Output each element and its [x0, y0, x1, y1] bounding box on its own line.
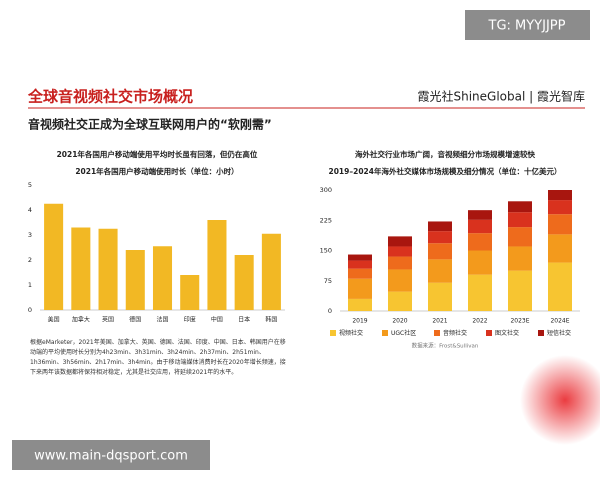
bar-segment	[348, 254, 372, 261]
legend-swatch	[538, 330, 544, 336]
y-tick-label: 75	[324, 277, 332, 285]
y-tick-label: 300	[320, 186, 332, 194]
bar-segment	[468, 233, 492, 251]
bar	[207, 220, 227, 310]
legend-swatch	[434, 330, 440, 336]
watermark-box	[12, 440, 210, 470]
bar-segment	[468, 219, 492, 234]
x-tick-label: 英国	[102, 316, 114, 324]
chart-title: 2021年各国用户移动端使用平均时长虽有回落，但仍在高位	[57, 149, 258, 159]
legend-swatch	[382, 330, 388, 336]
y-tick-label: 1	[28, 281, 32, 289]
legend-label: 音频社交	[443, 329, 467, 337]
bar-segment	[348, 268, 372, 279]
bar-segment	[428, 221, 452, 232]
legend-label: UGC社区	[391, 329, 416, 337]
bar	[98, 228, 118, 310]
bar-segment	[548, 190, 572, 201]
x-tick-label: 日本	[238, 316, 250, 324]
bar-segment	[348, 278, 372, 299]
bar-segment	[428, 259, 452, 283]
bar-segment	[508, 227, 532, 247]
bar	[180, 275, 200, 310]
x-tick-label: 中国	[211, 316, 223, 324]
bar-segment	[468, 210, 492, 220]
decoration	[520, 355, 600, 445]
x-tick-label: 印度	[184, 316, 196, 324]
header-subtitle: 音视频社交正成为全球互联网用户的“软刚需”	[28, 117, 272, 132]
bar-segment	[428, 282, 452, 311]
bar-segment	[508, 201, 532, 213]
bar-segment	[468, 274, 492, 311]
bar-segment	[508, 212, 532, 228]
x-tick-label: 2020	[392, 318, 407, 325]
x-tick-label: 2022	[472, 318, 487, 325]
bar-segment	[548, 234, 572, 263]
legend-label: 短信社交	[547, 329, 571, 337]
bar-segment	[548, 214, 572, 235]
bar-segment	[508, 270, 532, 311]
bar	[125, 250, 145, 310]
bar-segment	[428, 231, 452, 244]
source: 数据来源：Frost&Sullivan	[412, 342, 479, 350]
bar-segment	[388, 236, 412, 247]
bar	[261, 233, 281, 310]
bar-segment	[388, 269, 412, 292]
y-tick-label: 2	[28, 256, 32, 264]
bar-segment	[348, 298, 372, 311]
bar	[71, 227, 91, 310]
chart-subtitle: 2021年各国用户移动端使用时长（单位：小时）	[75, 166, 238, 176]
watermark: www.main-dqsport.com	[34, 449, 188, 464]
chart-subtitle: 2019–2024年海外社交媒体市场规模及细分情况（单位：十亿美元）	[329, 166, 562, 176]
y-tick-label: 225	[320, 216, 332, 224]
legend-swatch	[330, 330, 336, 336]
x-tick-label: 法国	[156, 316, 168, 324]
legend-swatch	[486, 330, 492, 336]
x-tick-label: 2023E	[510, 318, 529, 325]
watermark: TG: MYYJJPP	[488, 19, 566, 34]
x-tick-label: 加拿大	[72, 316, 90, 324]
x-tick-label: 2021	[432, 318, 447, 325]
bar-segment	[388, 246, 412, 257]
x-tick-label: 韩国	[265, 316, 277, 324]
bar-segment	[348, 260, 372, 269]
bar-segment	[468, 250, 492, 275]
y-tick-label: 4	[28, 206, 32, 214]
bar-segment	[388, 291, 412, 311]
y-tick-label: 5	[28, 181, 32, 189]
chart-title: 海外社交行业市场广阔，音视频细分市场规模增速较快	[355, 149, 535, 159]
bar	[152, 246, 173, 310]
x-tick-label: 德国	[129, 316, 141, 324]
note: 根据eMarketer，2021年美国、加拿大、英国、德国、法国、印度、中国、日…	[30, 339, 286, 376]
x-tick-label: 2024E	[550, 318, 569, 325]
y-tick-label: 0	[28, 306, 32, 314]
brand: 霞光社ShineGlobal | 霞光智库	[418, 89, 586, 104]
legend-label: 图文社交	[495, 329, 519, 337]
bar-segment	[388, 256, 412, 270]
bar-segment	[548, 200, 572, 215]
legend-label: 视频社交	[339, 329, 363, 337]
bar-segment	[428, 243, 452, 260]
bar-segment	[548, 262, 572, 311]
y-tick-label: 0	[328, 307, 332, 315]
x-tick-label: 美国	[48, 316, 60, 324]
watermark-box	[465, 10, 590, 40]
x-tick-label: 2019	[352, 318, 367, 325]
bar	[44, 203, 64, 310]
bar-segment	[508, 246, 532, 271]
y-tick-label: 150	[320, 247, 332, 255]
y-tick-label: 3	[28, 231, 32, 239]
bar	[234, 255, 254, 310]
header-title: 全球音视频社交市场概况	[27, 88, 193, 106]
